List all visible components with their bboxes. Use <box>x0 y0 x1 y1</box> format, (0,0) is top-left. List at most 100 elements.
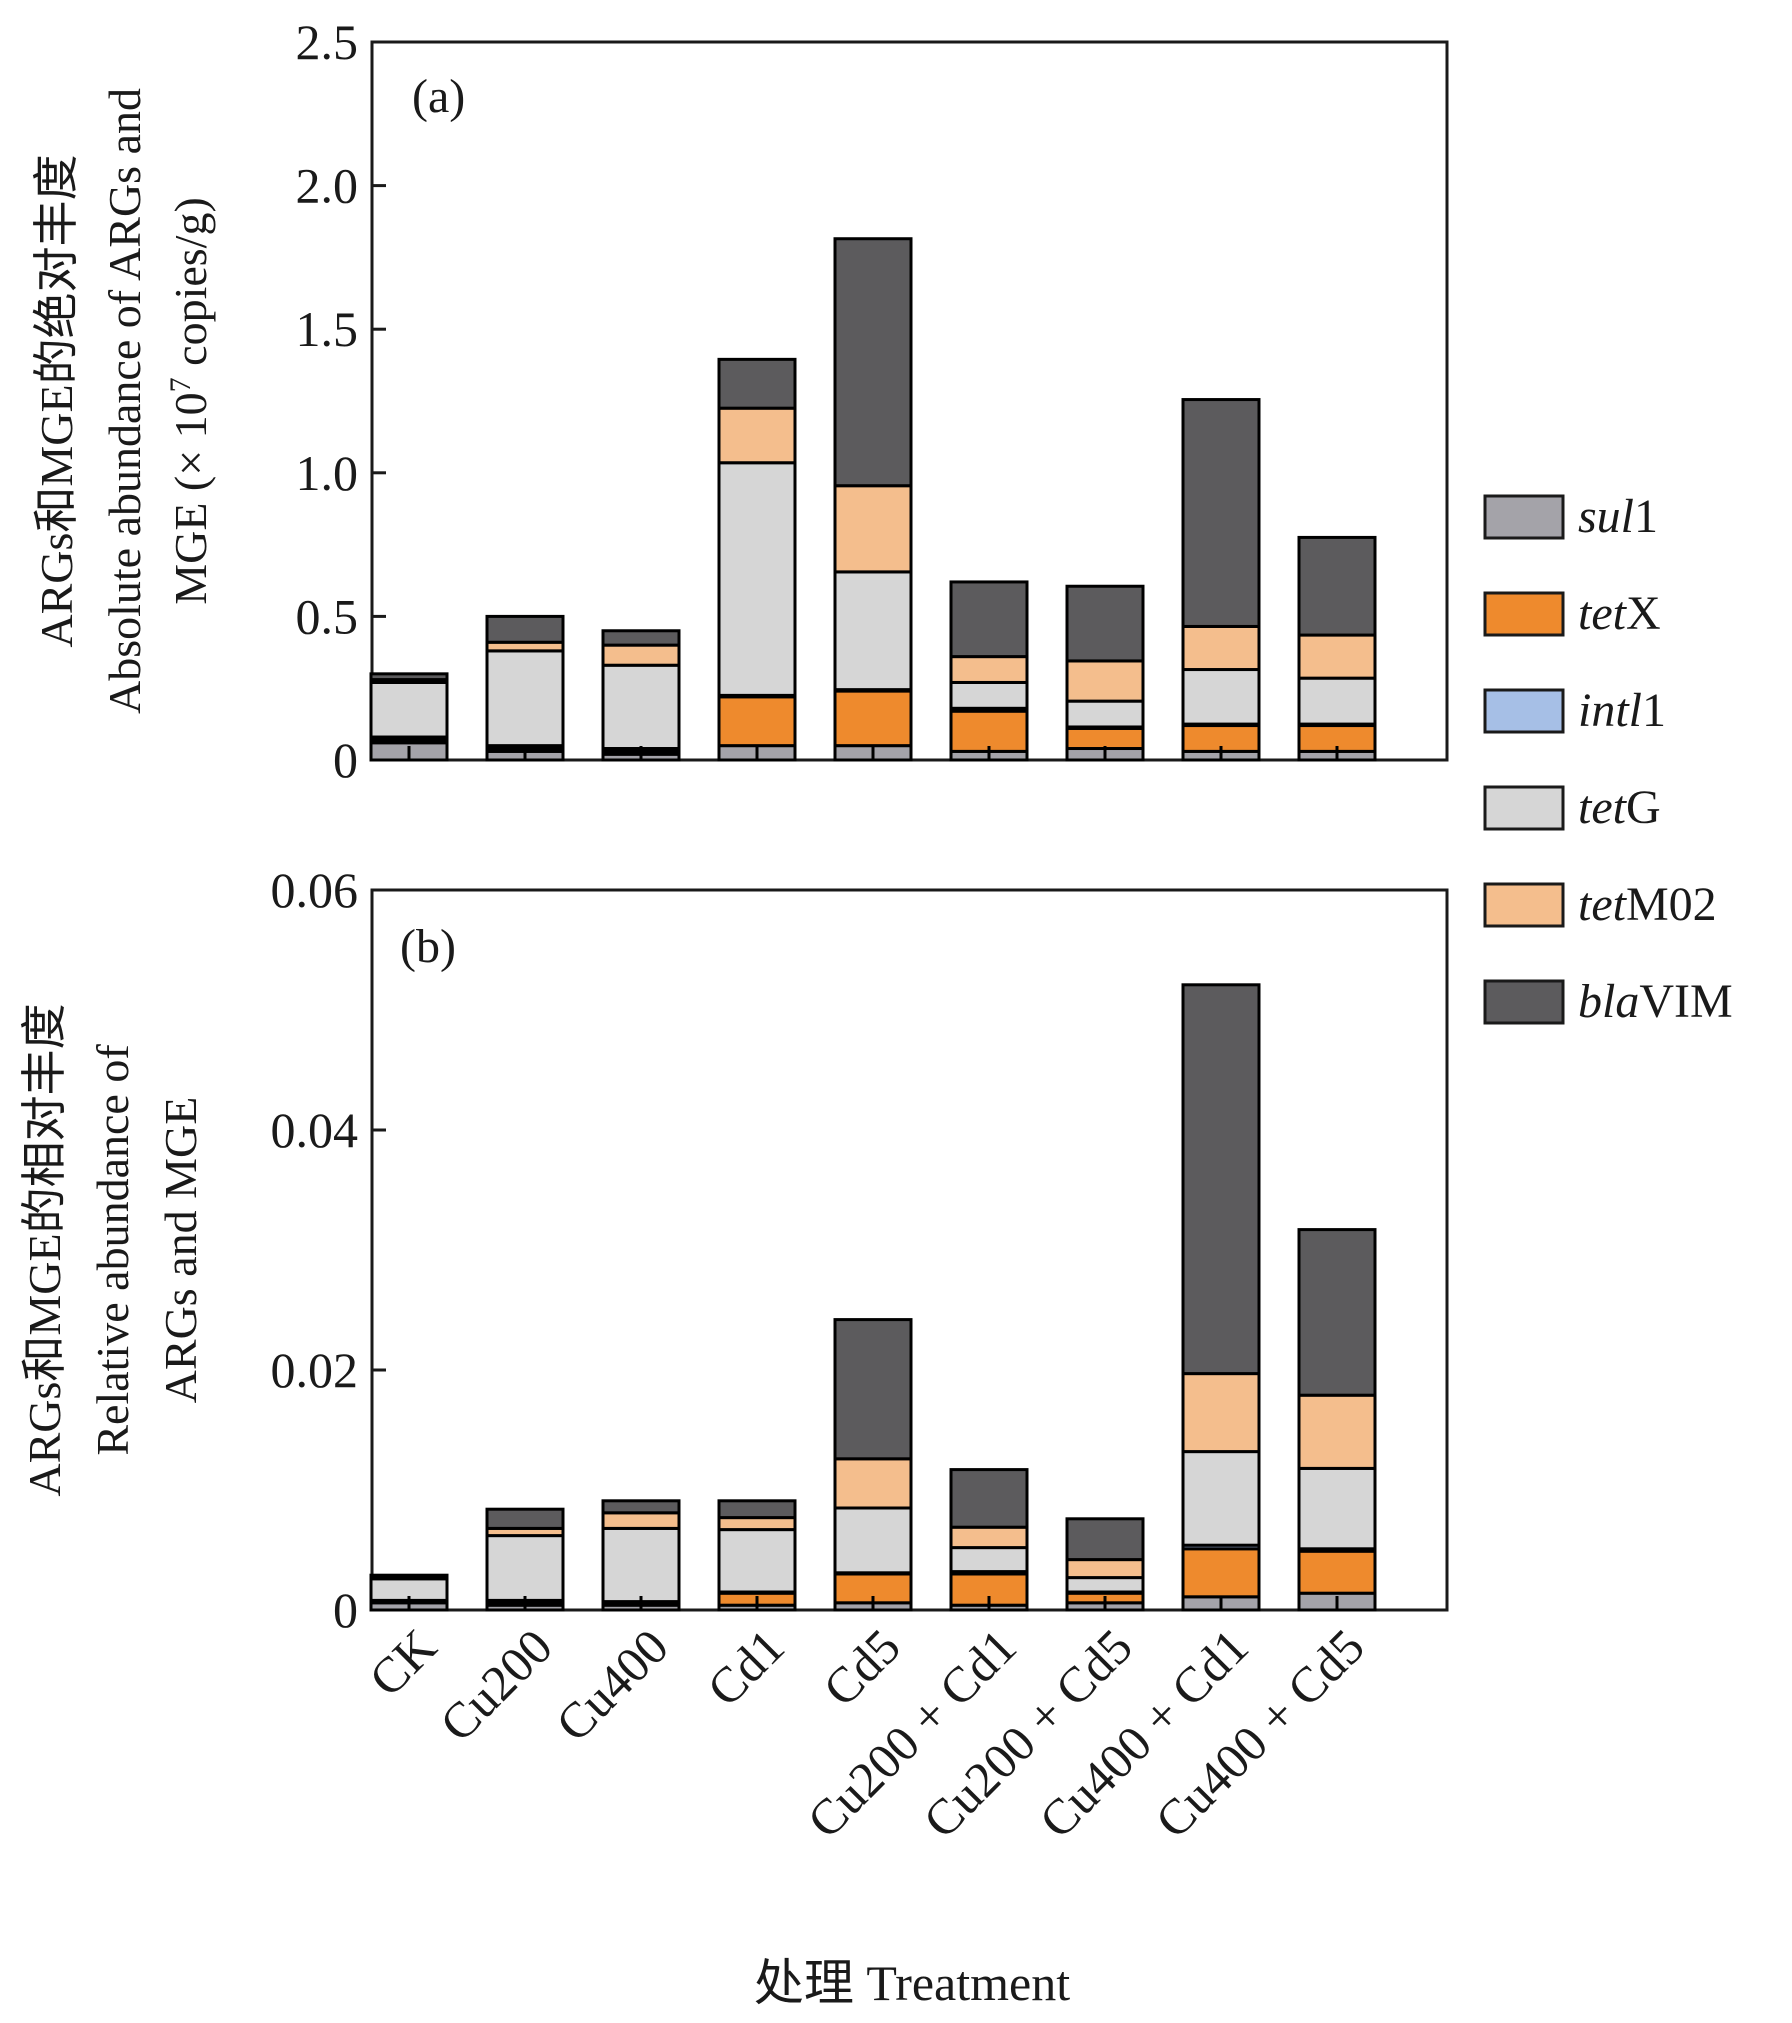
panel-a-y-ticks: 0 0.5 1.0 1.5 2.0 2.5 <box>296 14 386 788</box>
panel-a-ytick-label: 0 <box>333 732 358 788</box>
panel-a-bar-segment-tetG <box>1065 699 1145 729</box>
panel-b-ytick-label: 0.04 <box>271 1102 359 1158</box>
panel-b-bar-segment-blaVIM <box>1065 1517 1145 1562</box>
panel-b-bar-segment-tetM02 <box>1181 1372 1261 1454</box>
panel-a-bar-stack <box>1297 535 1377 762</box>
panel-a-bar-segment-tetG <box>717 461 797 697</box>
panel-b-bar-segment-blaVIM <box>833 1318 913 1461</box>
panel-a-bar-segment-blaVIM <box>485 614 565 644</box>
panel-b-bar-segment-tetM02 <box>1065 1558 1145 1580</box>
legend-swatch <box>1483 494 1565 540</box>
panel-a-bar-segment-tetG <box>485 649 565 748</box>
panel-b-bar-stack <box>1297 1228 1377 1612</box>
panel-b-ytick-label: 0 <box>333 1582 358 1638</box>
panel-b-bar-segment-tetM02 <box>601 1511 681 1530</box>
panel-a-ylabel-en-2-sup: 7 <box>164 377 197 392</box>
panel-b-bar-segment-tetG <box>1065 1576 1145 1594</box>
panel-a-bar-stack <box>717 357 797 762</box>
panel-a-bar-segment-blaVIM <box>833 237 913 488</box>
panel-b-bar-segment-tetG <box>717 1528 797 1594</box>
panel-a-bar-segment-blaVIM <box>1181 398 1261 628</box>
panel-a-bar-segment-tetM02 <box>1065 659 1145 703</box>
panel-b-ytick-label: 0.06 <box>271 862 359 918</box>
panel-b-bar-segment-tetX <box>1181 1547 1261 1599</box>
panel-a-ylabel-en-1: Absolute abundance of ARGs and <box>99 88 150 714</box>
panel-b-ylabel-en-1: Relative abundance of <box>87 1044 138 1456</box>
panel-a-bar-stack <box>1065 584 1145 762</box>
panel-b-bar-segment-blaVIM <box>485 1507 565 1530</box>
panel-a-bar-segment-tetG <box>601 663 681 751</box>
panel-a-bar-segment-blaVIM <box>369 672 449 682</box>
panel-a-bar-segment-tetM02 <box>1181 624 1261 672</box>
panel-a-bar-segment-tetG <box>949 680 1029 710</box>
panel-a-bar-segment-blaVIM <box>717 357 797 410</box>
legend-swatch <box>1483 688 1565 734</box>
panel-a-bar-stack <box>601 629 681 762</box>
panel-a-ytick-label: 1.0 <box>296 445 359 501</box>
panel-b-bars <box>369 983 1377 1612</box>
panel-a-ytick-label: 0.5 <box>296 588 359 644</box>
panel-a-absolute-abundance: (a) 0 0.5 1.0 1.5 2.0 2.5 ARGs和MGE的绝对丰度 Absol… <box>31 14 1449 788</box>
panel-b-bar-segment-tetG <box>833 1506 913 1575</box>
panel-b-bar-segment-tetG <box>949 1546 1029 1574</box>
panel-a-ylabel-en-2-a: MGE (× 10 <box>165 392 216 604</box>
panel-a-bar-segment-tetM02 <box>949 655 1029 684</box>
legend-swatch <box>1483 979 1565 1025</box>
panel-b-bar-stack <box>369 1573 449 1612</box>
legend-label: sul1 <box>1578 490 1658 543</box>
panel-b-bar-segment-tetG <box>1181 1450 1261 1547</box>
panel-b-bar-segment-blaVIM <box>601 1499 681 1515</box>
panel-b-bar-stack <box>1181 983 1261 1612</box>
panel-b-ylabel-en-2: ARGs and MGE <box>155 1097 206 1404</box>
panel-b-y-ticks: 0 0.02 0.04 0.06 <box>271 862 386 1638</box>
panel-a-bar-segment-tetM02 <box>601 643 681 667</box>
panel-a-ytick-label: 1.5 <box>296 301 359 357</box>
legend-label: tetG <box>1578 781 1661 834</box>
panel-b-ytick-label: 0.02 <box>271 1342 359 1398</box>
panel-a-bars <box>369 237 1377 762</box>
panel-a-bar-stack <box>485 614 565 762</box>
legend-label: blaVIM <box>1578 975 1733 1028</box>
panel-b-bar-segment-tetG <box>601 1526 681 1604</box>
legend: sul1 tetX intl1 tetG tetM02 blaVIM <box>1483 490 1733 1028</box>
panel-b-bar-segment-blaVIM <box>1297 1228 1377 1397</box>
panel-b-bar-segment-tetM02 <box>717 1516 797 1532</box>
panel-a-ylabel-en-2: MGE (× 107 copies/g) <box>164 197 216 605</box>
panel-a-tag: (a) <box>412 70 465 123</box>
panel-a-bar-stack <box>1181 398 1261 762</box>
panel-b-bar-segment-blaVIM <box>369 1573 449 1580</box>
legend-label: tetX <box>1578 587 1661 640</box>
legend-swatch <box>1483 785 1565 831</box>
panel-a-bar-segment-blaVIM <box>949 580 1029 659</box>
panel-b-bar-stack <box>601 1499 681 1612</box>
panel-a-ylabel-en-2-b: copies/g) <box>165 197 216 377</box>
panel-b-bar-segment-blaVIM <box>1181 983 1261 1376</box>
panel-a-bar-segment-tetM02 <box>717 406 797 465</box>
panel-a-bar-segment-blaVIM <box>1297 535 1377 637</box>
legend-swatch <box>1483 882 1565 928</box>
panel-a-bar-segment-tetX <box>949 709 1029 753</box>
panel-b-bar-segment-tetM02 <box>1297 1393 1377 1470</box>
panel-a-bar-segment-blaVIM <box>1065 584 1145 663</box>
panel-a-bar-segment-tetX <box>1065 726 1145 751</box>
panel-b-bar-segment-tetM02 <box>949 1525 1029 1550</box>
legend-label: tetM02 <box>1578 878 1717 931</box>
panel-a-bar-segment-tetM02 <box>833 484 913 574</box>
panel-b-bar-stack <box>717 1499 797 1612</box>
panel-b-relative-abundance: (b) 0 0.02 0.04 0.06 ARGs和MGE的相对丰度 Relative… <box>19 862 1449 1638</box>
panel-a-bar-stack <box>833 237 913 762</box>
panel-b-bar-segment-tetG <box>485 1534 565 1602</box>
legend-swatch <box>1483 591 1565 637</box>
panel-b-bar-segment-blaVIM <box>949 1468 1029 1529</box>
panel-b-bar-stack <box>949 1468 1029 1612</box>
legend-label: intl1 <box>1578 684 1666 737</box>
panel-b-bar-stack <box>1065 1517 1145 1612</box>
panel-a-ylabel-cn: ARGs和MGE的绝对丰度 <box>31 154 82 647</box>
panel-a-bar-stack <box>949 580 1029 762</box>
x-axis-title: 处理 Treatment <box>754 1955 1070 2011</box>
panel-a-ytick-label: 2.0 <box>296 158 359 214</box>
panel-a-bar-segment-blaVIM <box>601 629 681 647</box>
panel-a-ytick-label: 2.5 <box>296 14 359 70</box>
panel-a-bar-segment-tetG <box>833 570 913 692</box>
